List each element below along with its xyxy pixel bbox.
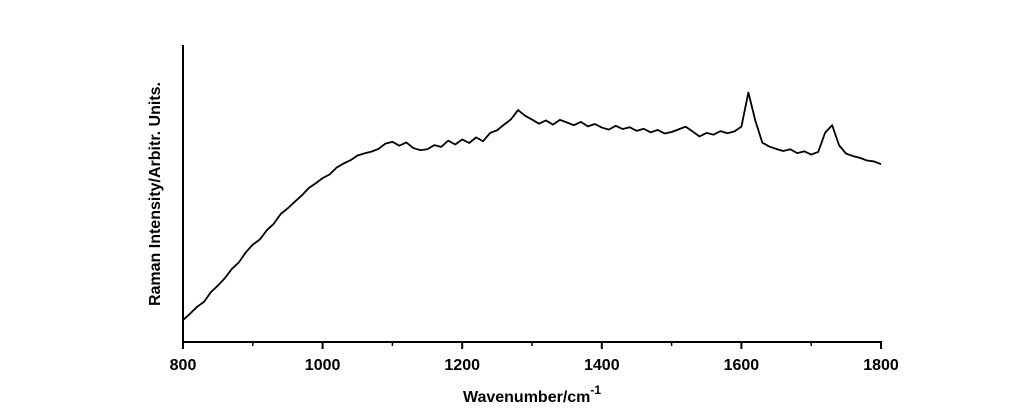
y-axis-title: Raman Intensity/Arbitr. Units. [147,82,164,306]
x-tick-label: 1000 [305,357,341,374]
x-tick-label: 1800 [863,357,899,374]
x-axis-title-superscript: -1 [590,383,601,397]
x-tick-label: 1400 [584,357,620,374]
x-tick-label: 1200 [444,357,480,374]
x-axis-title-main: Wavenumber/cm [463,389,590,406]
x-axis-title: Wavenumber/cm-1 [463,383,601,406]
spectrum-line [182,91,882,321]
x-tick-label: 1600 [724,357,760,374]
x-tick-label: 800 [170,357,197,374]
